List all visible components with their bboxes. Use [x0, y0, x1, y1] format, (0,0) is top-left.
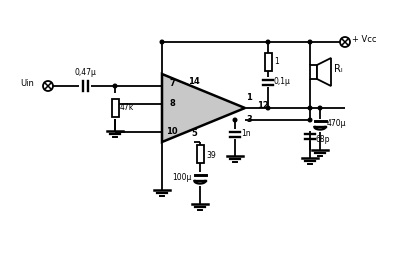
Text: 0,1µ: 0,1µ [274, 77, 291, 87]
Circle shape [318, 106, 322, 110]
Circle shape [308, 40, 312, 44]
Text: 1: 1 [274, 57, 279, 67]
Bar [196, 145, 204, 163]
Circle shape [308, 118, 312, 122]
Text: 1: 1 [246, 92, 252, 102]
Text: 470µ: 470µ [327, 119, 346, 129]
Text: 3: 3 [246, 115, 252, 123]
Text: 12: 12 [257, 102, 269, 110]
Circle shape [308, 106, 312, 110]
Circle shape [233, 118, 237, 122]
Text: 1n: 1n [241, 130, 251, 138]
Text: Uin: Uin [20, 80, 34, 88]
Text: + Vcc: + Vcc [352, 36, 376, 44]
Text: 5: 5 [191, 130, 197, 138]
Bar [264, 53, 272, 71]
Text: 8: 8 [169, 100, 175, 108]
Circle shape [340, 37, 350, 47]
Circle shape [113, 84, 117, 88]
Circle shape [43, 81, 53, 91]
Text: Rₗ: Rₗ [334, 64, 343, 74]
Circle shape [160, 40, 164, 44]
Text: 14: 14 [188, 77, 200, 87]
Polygon shape [317, 58, 331, 86]
Text: 7: 7 [169, 80, 175, 88]
Circle shape [266, 106, 270, 110]
Bar [310, 65, 317, 79]
Text: 100µ: 100µ [172, 173, 191, 183]
Circle shape [266, 40, 270, 44]
Text: 68p: 68p [316, 135, 330, 144]
Text: 0,47µ: 0,47µ [74, 68, 96, 77]
Polygon shape [162, 74, 245, 142]
Bar [112, 99, 118, 117]
Text: 10: 10 [166, 128, 178, 136]
Text: 47k: 47k [120, 103, 134, 112]
Text: 39: 39 [206, 151, 216, 161]
